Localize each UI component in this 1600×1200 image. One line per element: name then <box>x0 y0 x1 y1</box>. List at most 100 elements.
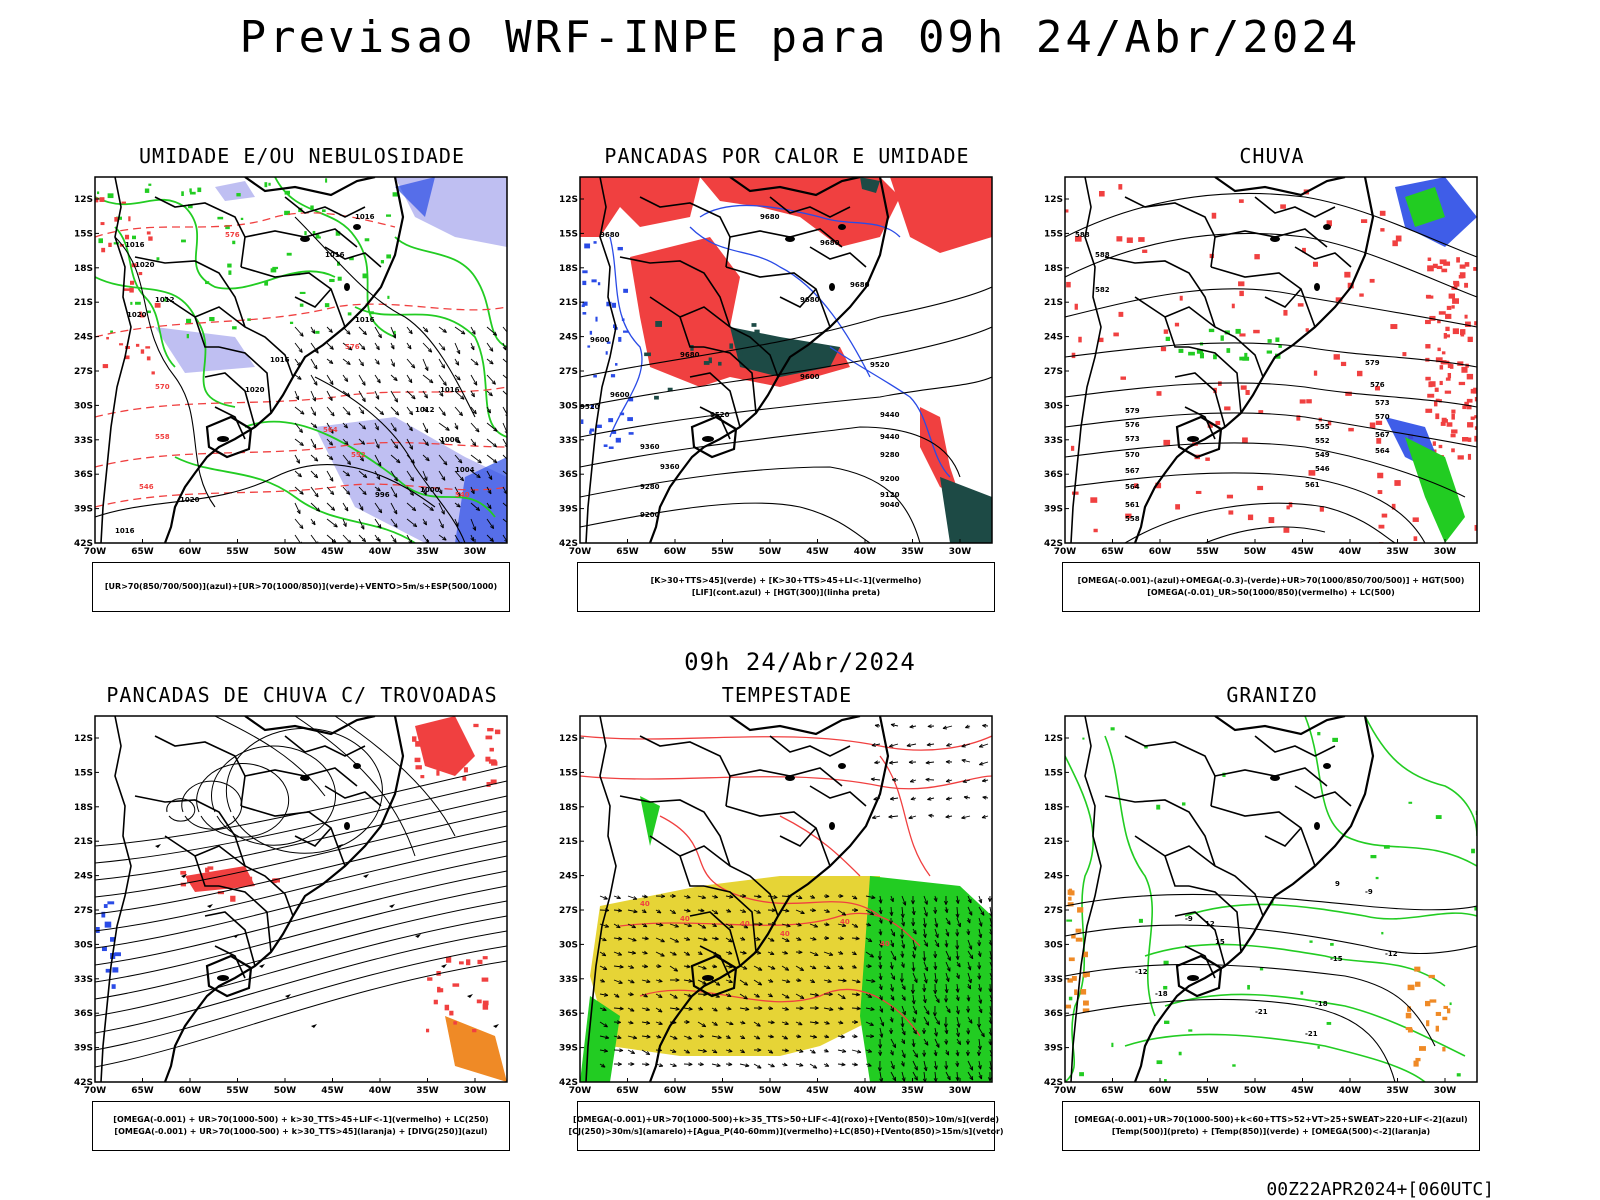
lat-tick-label: 33S <box>559 436 578 446</box>
panel-trovoadas: PANCADAS DE CHUVA C/ TROVOADAS 12S 15S 18S 2… <box>74 683 512 1151</box>
panel-tempestade: TEMPESTADE 40 40 40 40 40 40 12S 15S 18S 21S 24S 27S… <box>559 683 1004 1151</box>
contour-label: 588 <box>1095 251 1110 259</box>
contour-label: -18 <box>1315 1000 1328 1008</box>
contour-label: 9440 <box>880 433 900 441</box>
lat-tick-label: 18S <box>74 264 93 274</box>
lon-tick-label: 55W <box>711 547 734 557</box>
legend-caption: [UR>70(850/700/500)](azul)+[UR>70(1000/8… <box>92 562 510 612</box>
lat-tick-label: 24S <box>559 333 578 343</box>
page-title: Previsao WRF-INPE para 09h 24/Abr/2024 <box>239 12 1361 63</box>
contour-label: 1004 <box>455 466 475 474</box>
lat-tick-label: 27S <box>1044 367 1063 377</box>
lon-tick-label: 60W <box>179 547 202 557</box>
lat-tick-label: 18S <box>559 264 578 274</box>
lon-tick-label: 60W <box>179 1086 202 1096</box>
contour-label: 1012 <box>155 296 175 304</box>
lat-tick-label: 27S <box>1044 906 1063 916</box>
contour-label: 996 <box>375 491 390 499</box>
lon-tick-label: 30W <box>464 547 487 557</box>
lat-tick-label: 21S <box>559 298 578 308</box>
contour-label: 564 <box>1375 447 1390 455</box>
contour-label: 40 <box>740 920 750 928</box>
lat-tick-label: 24S <box>74 333 93 343</box>
lat-tick-label: 30S <box>1044 940 1063 950</box>
contour-label: -15 <box>1330 955 1343 963</box>
lat-tick-label: 27S <box>559 367 578 377</box>
contour-label: 9280 <box>640 483 660 491</box>
lon-tick-label: 35W <box>901 1086 924 1096</box>
contour-label: 576 <box>1370 381 1385 389</box>
contour-label: 1008 <box>440 436 460 444</box>
lat-tick-label: 18S <box>1044 803 1063 813</box>
lat-tick-label: 39S <box>559 1044 578 1054</box>
forecast-map: 9680 9680 9680 9680 9680 9600 9680 9600 9520 9520… <box>559 176 993 557</box>
lat-tick-label: 12S <box>559 195 578 205</box>
lat-tick-label: 30S <box>74 940 93 950</box>
lat-tick-label: 33S <box>1044 436 1063 446</box>
contour-label: 552 <box>1315 437 1330 445</box>
lat-tick-label: 18S <box>559 803 578 813</box>
contour-label: 579 <box>1365 359 1380 367</box>
contour-label: 540 <box>455 491 470 499</box>
lat-tick-label: 33S <box>74 975 93 985</box>
contour-label: 9 <box>1335 880 1340 888</box>
contour-label: 9680 <box>760 213 780 221</box>
lat-tick-label: 36S <box>74 470 93 480</box>
lon-tick-label: 70W <box>569 1086 592 1096</box>
contour-label: 576 <box>1125 421 1140 429</box>
contour-label: 1016 <box>115 527 135 535</box>
lon-tick-label: 35W <box>901 547 924 557</box>
lat-tick-label: 15S <box>1044 768 1063 778</box>
lon-tick-label: 60W <box>1149 1086 1172 1096</box>
lon-tick-label: 55W <box>226 1086 249 1096</box>
legend-caption-line: [CJ(250)>30m/s](amarelo)+[Agua_P(40-60mm… <box>568 1127 1004 1136</box>
lat-tick-label: 30S <box>74 401 93 411</box>
contour-label: 9600 <box>800 373 820 381</box>
lon-tick-label: 60W <box>664 1086 687 1096</box>
contour-label: 1020 <box>135 261 155 269</box>
contour-label: 576 <box>345 343 360 351</box>
contour-label: 564 <box>1125 483 1140 491</box>
lat-tick-label: 15S <box>74 768 93 778</box>
panel-chuva: CHUVA 588 588 582 579 576 573 570 567 564 561 558 55… <box>1044 144 1482 612</box>
contour-label: 570 <box>1375 413 1390 421</box>
panel-title: TEMPESTADE <box>721 683 853 707</box>
lon-tick-label: 40W <box>854 1086 877 1096</box>
lon-tick-label: 60W <box>664 547 687 557</box>
lon-tick-label: 50W <box>1244 547 1267 557</box>
legend-caption-line: [OMEGA(-0.001)+UR>70(1000-500)+k>35_TTS>… <box>573 1115 999 1124</box>
contour-label: 9600 <box>610 391 630 399</box>
legend-caption-line: [OMEGA(-0.001) + UR>70(1000-500) + k>30_… <box>113 1115 489 1124</box>
contour-label: 40 <box>780 930 790 938</box>
lon-tick-label: 35W <box>1386 547 1409 557</box>
contour-label: 9440 <box>880 411 900 419</box>
contour-label: 40 <box>640 900 650 908</box>
lat-tick-label: 30S <box>1044 401 1063 411</box>
lat-tick-label: 15S <box>1044 229 1063 239</box>
forecast-map: 588 588 582 579 576 573 570 567 564 561 558 555 552 5… <box>1044 176 1478 557</box>
contour-label: -9 <box>1185 915 1193 923</box>
lon-tick-label: 60W <box>1149 547 1172 557</box>
panel-title: GRANIZO <box>1226 683 1318 707</box>
lat-tick-label: 15S <box>559 768 578 778</box>
lon-tick-label: 40W <box>369 547 392 557</box>
lon-tick-label: 30W <box>464 1086 487 1096</box>
contour-label: 9040 <box>880 501 900 509</box>
lon-tick-label: 50W <box>274 547 297 557</box>
lon-tick-label: 55W <box>1196 1086 1219 1096</box>
contour-label: 12 <box>1205 920 1215 928</box>
lat-tick-label: 12S <box>1044 195 1063 205</box>
forecast-map: 40 40 40 40 40 40 12S 15S 18S 21S 24S 27S 30S 33S 36S 3… <box>559 715 993 1096</box>
lon-tick-label: 70W <box>84 1086 107 1096</box>
panel-title: PANCADAS POR CALOR E UMIDADE <box>604 144 970 168</box>
lat-tick-label: 33S <box>559 975 578 985</box>
lon-tick-label: 65W <box>1101 1086 1124 1096</box>
legend-caption: [OMEGA(-0.001)+UR>70(1000-500)+k>35_TTS>… <box>568 1101 1004 1151</box>
lat-tick-label: 21S <box>1044 837 1063 847</box>
contour-label: 15 <box>1215 938 1225 946</box>
lat-tick-label: 24S <box>1044 872 1063 882</box>
contour-label: -12 <box>1135 968 1148 976</box>
contour-label: 579 <box>1125 407 1140 415</box>
